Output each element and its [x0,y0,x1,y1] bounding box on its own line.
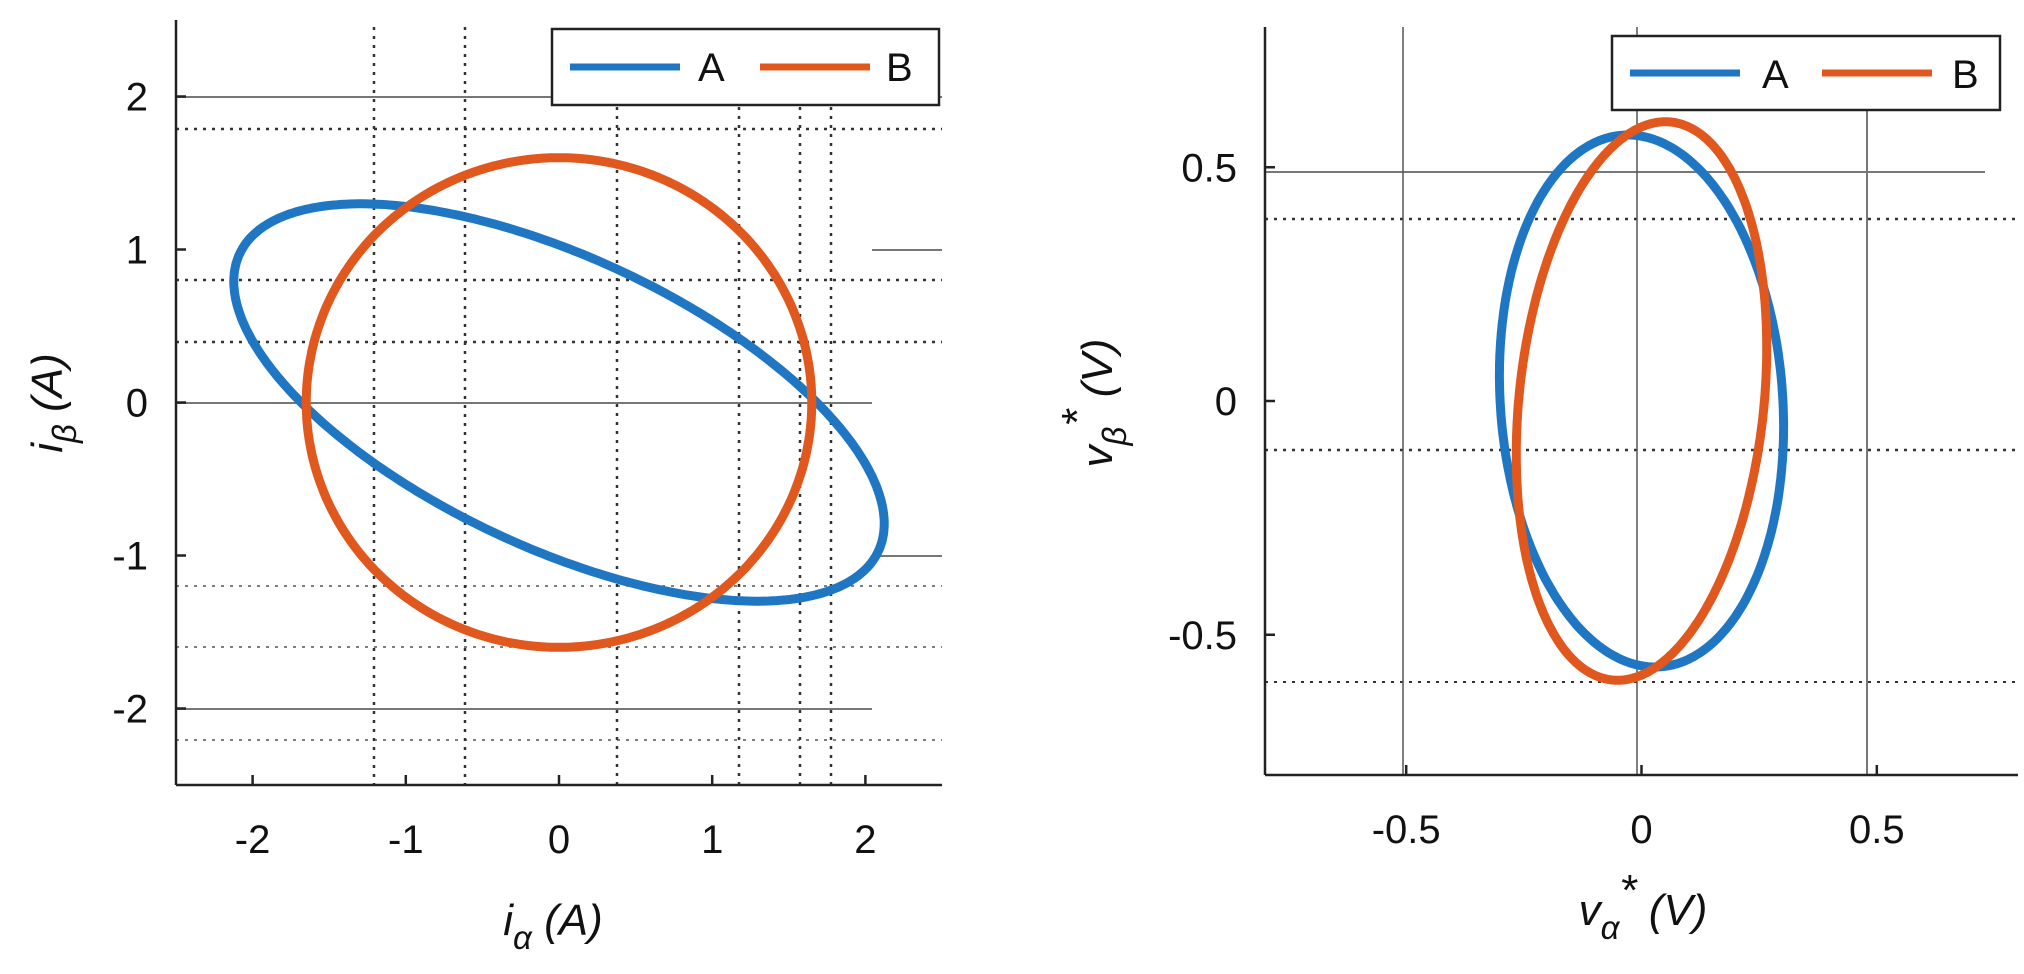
voltage-x-label: vα* (V) [1579,866,1708,946]
svg-text:iα (A): iα (A) [503,896,603,956]
current-y-label-sub: β [46,424,83,444]
voltage-series [1494,117,1789,685]
voltage-x-label-main: v [1579,886,1604,935]
current-x-tick-label: 0 [548,818,570,862]
current-legend-label-b: B [886,46,913,90]
voltage-y-label-main: v [1073,442,1122,467]
voltage-legend-label-b: B [1952,53,1979,97]
current-legend: A B [550,27,941,107]
voltage-grid [1265,27,2018,775]
current-ticks: -2 -1 0 1 2 -2 -1 0 1 2 [112,76,876,863]
current-x-tick-label: 2 [854,818,876,862]
current-series [229,153,889,652]
voltage-x-tick-label: 0.5 [1849,808,1905,852]
current-series-b-line [301,153,817,652]
voltage-y-label-unit: (V) [1073,339,1122,398]
voltage-y-tick-label: 0 [1215,380,1237,424]
current-y-tick-label: 1 [126,229,148,273]
current-x-label-main: i [503,896,514,945]
voltage-ticks: -0.5 0 0.5 -0.5 0 0.5 [1168,146,1905,852]
current-y-label: iβ (A) [23,353,83,453]
voltage-x-label-sub: α [1601,909,1621,946]
voltage-y-tick-label: 0.5 [1181,146,1237,190]
voltage-x-label-star: * [1619,866,1638,915]
voltage-plot: -0.5 0 0.5-0.500.5 A B vβ* (V) vα* (V) [1053,27,2018,946]
svg-text:vβ* (V): vβ* (V) [1053,339,1133,468]
voltage-y-label-sub: β [1096,426,1133,446]
current-y-tick-label: 0 [126,382,148,426]
current-legend-label-a: A [698,46,725,90]
current-x-label: iα (A) [503,896,603,956]
current-x-label-unit: (A) [544,896,603,945]
voltage-x-label-unit: (V) [1649,886,1708,935]
voltage-legend-label-a: A [1762,53,1789,97]
current-x-tick-label: -1 [388,818,424,862]
voltage-x-tick-label: -0.5 [1372,808,1441,852]
current-x-label-sub: α [513,919,533,956]
voltage-y-label-star: * [1053,408,1102,427]
voltage-x-tick-label: 0 [1630,808,1652,852]
current-y-tick-label: -2 [112,688,148,732]
voltage-legend: A B [1610,34,2002,112]
voltage-series-b-line [1511,117,1772,685]
svg-text:vα* (V): vα* (V) [1579,866,1708,946]
current-y-label-unit: (A) [23,353,72,412]
current-y-tick-label: -1 [112,535,148,579]
current-x-tick-label: 1 [701,818,723,862]
current-y-tick-label: 2 [126,76,148,120]
current-x-tick-label: -2 [235,818,271,862]
current-series-a-line [229,199,889,606]
current-grid [176,27,942,785]
voltage-y-tick-label: -0.5 [1168,614,1237,658]
voltage-series-a-line [1494,130,1789,672]
svg-text:iβ (A): iβ (A) [23,353,83,453]
voltage-y-label: vβ* (V) [1053,339,1133,468]
current-y-label-main: i [23,442,72,453]
